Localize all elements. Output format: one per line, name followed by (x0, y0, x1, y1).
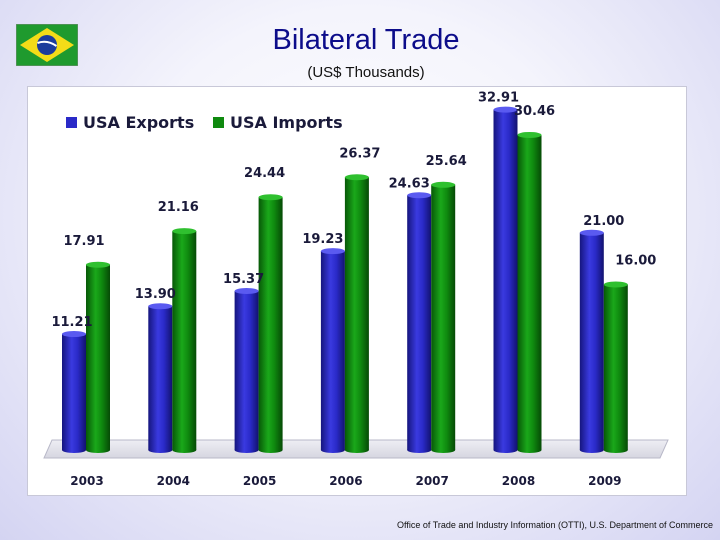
legend-label: USA Exports (83, 113, 194, 132)
bar-body (344, 177, 369, 450)
bar-base (603, 447, 628, 453)
page-title: Bilateral Trade (272, 24, 460, 56)
export-bar-2004 (148, 303, 173, 453)
export-bar-2007 (407, 192, 432, 453)
export-value-label-2009: 21.00 (583, 214, 624, 229)
bar-base (320, 447, 345, 453)
import-value-label-2008: 30.46 (514, 104, 555, 119)
export-bar-2009 (579, 229, 604, 453)
bar-body (517, 134, 542, 450)
import-bar-2009 (603, 281, 628, 453)
export-bar-2006 (320, 248, 345, 453)
bar-top (86, 261, 110, 268)
bar-base (407, 447, 432, 453)
bar-base (493, 447, 518, 453)
bar-top (603, 281, 628, 288)
import-value-label-2006: 26.37 (339, 146, 380, 161)
x-tick-label-2003: 2003 (70, 474, 103, 488)
bar-top (407, 192, 432, 199)
x-tick-label-2005: 2005 (243, 474, 276, 488)
x-tick-label-2009: 2009 (588, 474, 621, 488)
import-bar-2006 (344, 174, 369, 453)
page-subtitle: (US$ Thousands) (307, 64, 425, 81)
bar-base (86, 447, 110, 453)
bar-body (86, 264, 110, 450)
bar-top (172, 228, 197, 235)
bar-body (62, 334, 86, 450)
import-value-label-2009: 16.00 (615, 254, 656, 269)
bar-top (517, 131, 542, 138)
bar-top (62, 331, 86, 338)
bar-body (603, 284, 628, 450)
import-value-label-2004: 21.16 (158, 200, 199, 215)
legend-label: USA Imports (230, 113, 343, 132)
export-value-label-2003: 11.21 (51, 315, 92, 330)
import-bar-2004 (172, 228, 197, 453)
import-value-label-2003: 17.91 (63, 234, 104, 249)
export-value-label-2007: 24.63 (389, 176, 430, 191)
bar-top (148, 303, 173, 310)
export-value-label-2008: 32.91 (478, 91, 519, 106)
bar-body (431, 184, 456, 450)
bar-body (407, 195, 432, 450)
source-note: Office of Trade and Industry Information… (397, 520, 713, 530)
bar-base (579, 447, 604, 453)
bar-base (62, 447, 86, 453)
export-bar-2008 (493, 106, 518, 453)
bar-body (258, 197, 283, 450)
bar-base (148, 447, 173, 453)
bar-body (234, 291, 259, 450)
x-tick-label-2006: 2006 (329, 474, 362, 488)
bar-top (579, 229, 604, 236)
bar-body (579, 232, 604, 450)
import-value-label-2005: 24.44 (244, 166, 285, 181)
brazil-flag-icon (16, 24, 78, 66)
bar-top (493, 106, 518, 113)
export-value-label-2006: 19.23 (302, 232, 343, 247)
import-bar-2005 (258, 194, 283, 453)
bar-base (344, 447, 369, 453)
export-value-label-2005: 15.37 (223, 272, 264, 287)
bar-base (234, 447, 259, 453)
bar-top (320, 248, 345, 255)
x-tick-label-2008: 2008 (502, 474, 535, 488)
bar-top (234, 288, 259, 295)
import-bar-2003 (86, 261, 110, 453)
import-bar-2007 (431, 181, 456, 453)
bar-base (431, 447, 456, 453)
import-bar-2008 (517, 131, 542, 453)
bar-body (493, 109, 518, 450)
bar-base (258, 447, 283, 453)
bar-body (148, 306, 173, 450)
bar-base (517, 447, 542, 453)
legend-swatch (213, 117, 224, 128)
x-tick-label-2004: 2004 (157, 474, 190, 488)
legend-swatch (66, 117, 77, 128)
export-bar-2005 (234, 288, 259, 453)
export-value-label-2004: 13.90 (135, 287, 176, 302)
bar-top (344, 174, 369, 181)
bar-top (258, 194, 283, 201)
bar-body (172, 231, 197, 450)
bar-body (320, 251, 345, 450)
bar-base (172, 447, 197, 453)
bar-top (431, 181, 456, 188)
x-tick-label-2007: 2007 (415, 474, 448, 488)
import-value-label-2007: 25.64 (426, 154, 467, 169)
legend: USA Exports USA Imports (66, 113, 343, 132)
export-bar-2003 (62, 331, 86, 453)
